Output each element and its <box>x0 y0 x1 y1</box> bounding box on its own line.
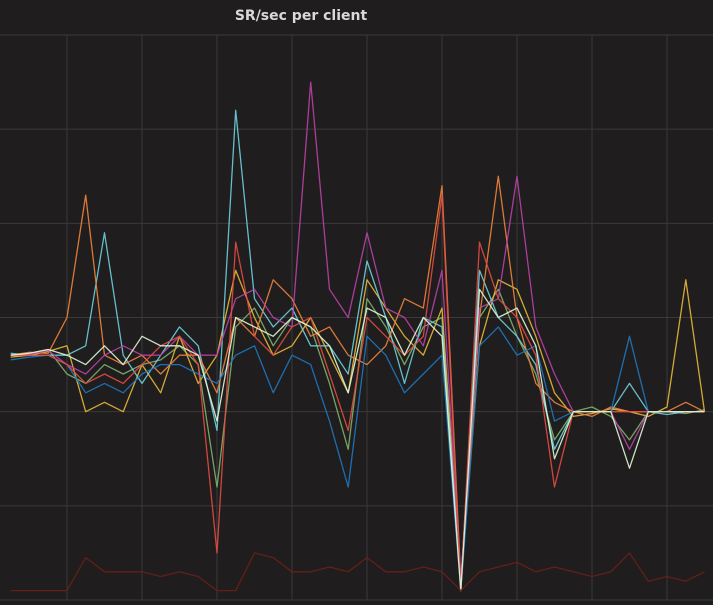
series-line <box>10 288 705 592</box>
series-line <box>10 552 705 592</box>
series-line <box>10 269 706 582</box>
series-lines <box>10 81 706 592</box>
chart-title: SR/sec per client <box>235 8 368 24</box>
series-line <box>10 175 705 582</box>
